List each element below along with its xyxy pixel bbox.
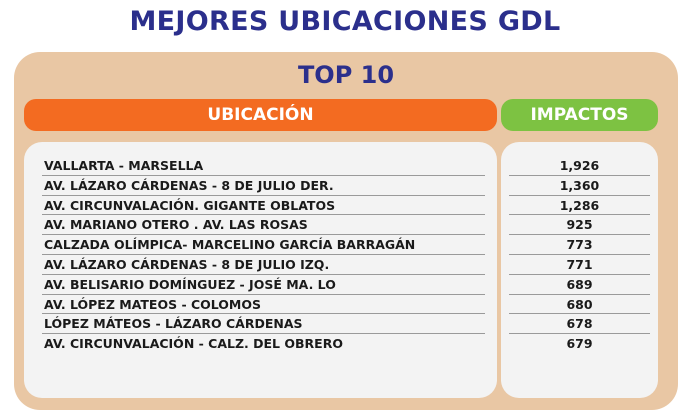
impacts-column-header: IMPACTOS: [501, 99, 658, 131]
location-list: VALLARTA - MARSELLA AV. LÁZARO CÁRDENAS …: [24, 142, 497, 398]
location-cell: AV. LÓPEZ MATEOS - COLOMOS: [42, 295, 485, 315]
location-cell: AV. LÁZARO CÁRDENAS - 8 DE JULIO DER.: [42, 176, 485, 196]
impacts-cell: 689: [509, 275, 650, 295]
impacts-cell: 1,286: [509, 196, 650, 216]
panel-title: TOP 10: [297, 61, 395, 89]
impacts-cell: 925: [509, 215, 650, 236]
location-cell: AV. CIRCUNVALACIÓN. GIGANTE OBLATOS: [42, 196, 485, 216]
impacts-list: 1,926 1,360 1,286 925 773 771 689 680 67…: [501, 142, 658, 398]
location-column-header: UBICACIÓN: [24, 99, 497, 131]
impacts-cell: 679: [566, 336, 593, 352]
location-cell: VALLARTA - MARSELLA: [42, 156, 485, 176]
impacts-cell: 1,360: [509, 176, 650, 196]
impacts-cell: 771: [509, 255, 650, 275]
impacts-cell: 1,926: [509, 156, 650, 176]
page-title: MEJORES UBICACIONES GDL: [129, 6, 561, 37]
location-cell: AV. CIRCUNVALACIÓN - CALZ. DEL OBRERO: [44, 336, 343, 352]
location-cell: CALZADA OLÍMPICA- MARCELINO GARCÍA BARRA…: [42, 235, 485, 255]
location-cell: AV. LÁZARO CÁRDENAS - 8 DE JULIO IZQ.: [42, 255, 485, 275]
impacts-cell: 773: [509, 235, 650, 255]
location-cell: AV. BELISARIO DOMÍNGUEZ - JOSÉ MA. LO: [42, 275, 485, 295]
impacts-cell: 678: [509, 314, 650, 335]
location-cell: LÓPEZ MÁTEOS - LÁZARO CÁRDENAS: [42, 314, 485, 335]
ranking-panel: TOP 10 UBICACIÓN IMPACTOS VALLARTA - MAR…: [14, 52, 678, 410]
location-cell: AV. MARIANO OTERO . AV. LAS ROSAS: [42, 215, 485, 236]
impacts-cell: 680: [509, 295, 650, 315]
